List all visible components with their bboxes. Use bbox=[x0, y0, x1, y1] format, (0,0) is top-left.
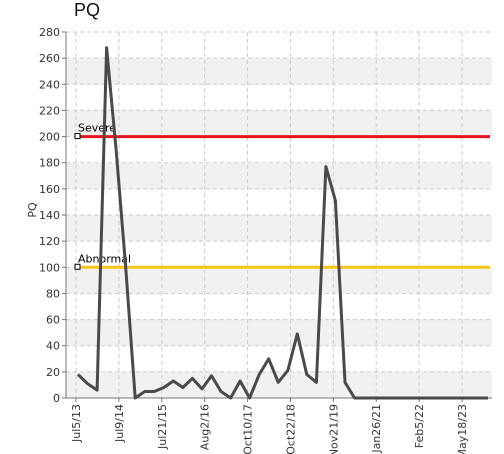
x-tick-label: Jul9/14 bbox=[113, 404, 126, 443]
y-tick-label: 20 bbox=[46, 366, 60, 379]
y-tick-label: 240 bbox=[39, 78, 60, 91]
y-tick-label: 80 bbox=[46, 287, 60, 300]
x-tick-label: Aug2/16 bbox=[199, 404, 212, 450]
threshold-lines: Severe Abnormal bbox=[74, 122, 490, 270]
y-tick-label: 140 bbox=[39, 209, 60, 222]
y-tick-labels: 0 20 40 60 80 100 120 140 160 180 200 220 240 260 280 bbox=[39, 26, 66, 405]
x-tick-label: Jul21/15 bbox=[156, 404, 169, 450]
grid-band bbox=[66, 319, 492, 346]
x-tick-label: May18/23 bbox=[456, 404, 469, 454]
x-tick-label: Jul5/13 bbox=[70, 404, 83, 443]
y-tick-label: 40 bbox=[46, 340, 60, 353]
threshold-marker bbox=[74, 263, 81, 270]
y-tick-label: 100 bbox=[39, 261, 60, 274]
y-axis-label: PQ bbox=[26, 202, 39, 218]
grid-band bbox=[66, 110, 492, 137]
x-tick-label: Nov21/19 bbox=[327, 404, 340, 454]
threshold-marker bbox=[74, 133, 81, 140]
y-tick-label: 120 bbox=[39, 235, 60, 248]
threshold-label: Severe bbox=[78, 122, 116, 135]
plot-background bbox=[66, 58, 492, 398]
y-tick-label: 200 bbox=[39, 131, 60, 144]
x-tick-label: Oct10/17 bbox=[242, 404, 255, 454]
grid-band bbox=[66, 267, 492, 294]
y-tick-label: 220 bbox=[39, 104, 60, 117]
grid-band bbox=[66, 58, 492, 85]
series-line bbox=[76, 46, 488, 400]
y-tick-label: 0 bbox=[53, 392, 60, 405]
x-tick-labels: Jul5/13 Jul9/14 Jul21/15 Aug2/16 Oct10/17 Oct… bbox=[70, 398, 469, 454]
chart-title: PQ bbox=[74, 0, 101, 20]
y-tick-label: 160 bbox=[39, 183, 60, 196]
x-tick-label: Jan26/21 bbox=[370, 404, 383, 454]
threshold-label: Abnormal bbox=[78, 252, 131, 265]
grid-band bbox=[66, 215, 492, 242]
series-group bbox=[76, 46, 488, 400]
grid-band bbox=[66, 162, 492, 189]
y-tick-label: 280 bbox=[39, 26, 60, 39]
y-tick-label: 60 bbox=[46, 314, 60, 327]
x-tick-label: Oct22/18 bbox=[284, 404, 297, 454]
grid-band bbox=[66, 371, 492, 398]
x-tick-label: Feb5/22 bbox=[413, 404, 426, 448]
y-tick-label: 260 bbox=[39, 52, 60, 65]
y-tick-label: 180 bbox=[39, 157, 60, 170]
